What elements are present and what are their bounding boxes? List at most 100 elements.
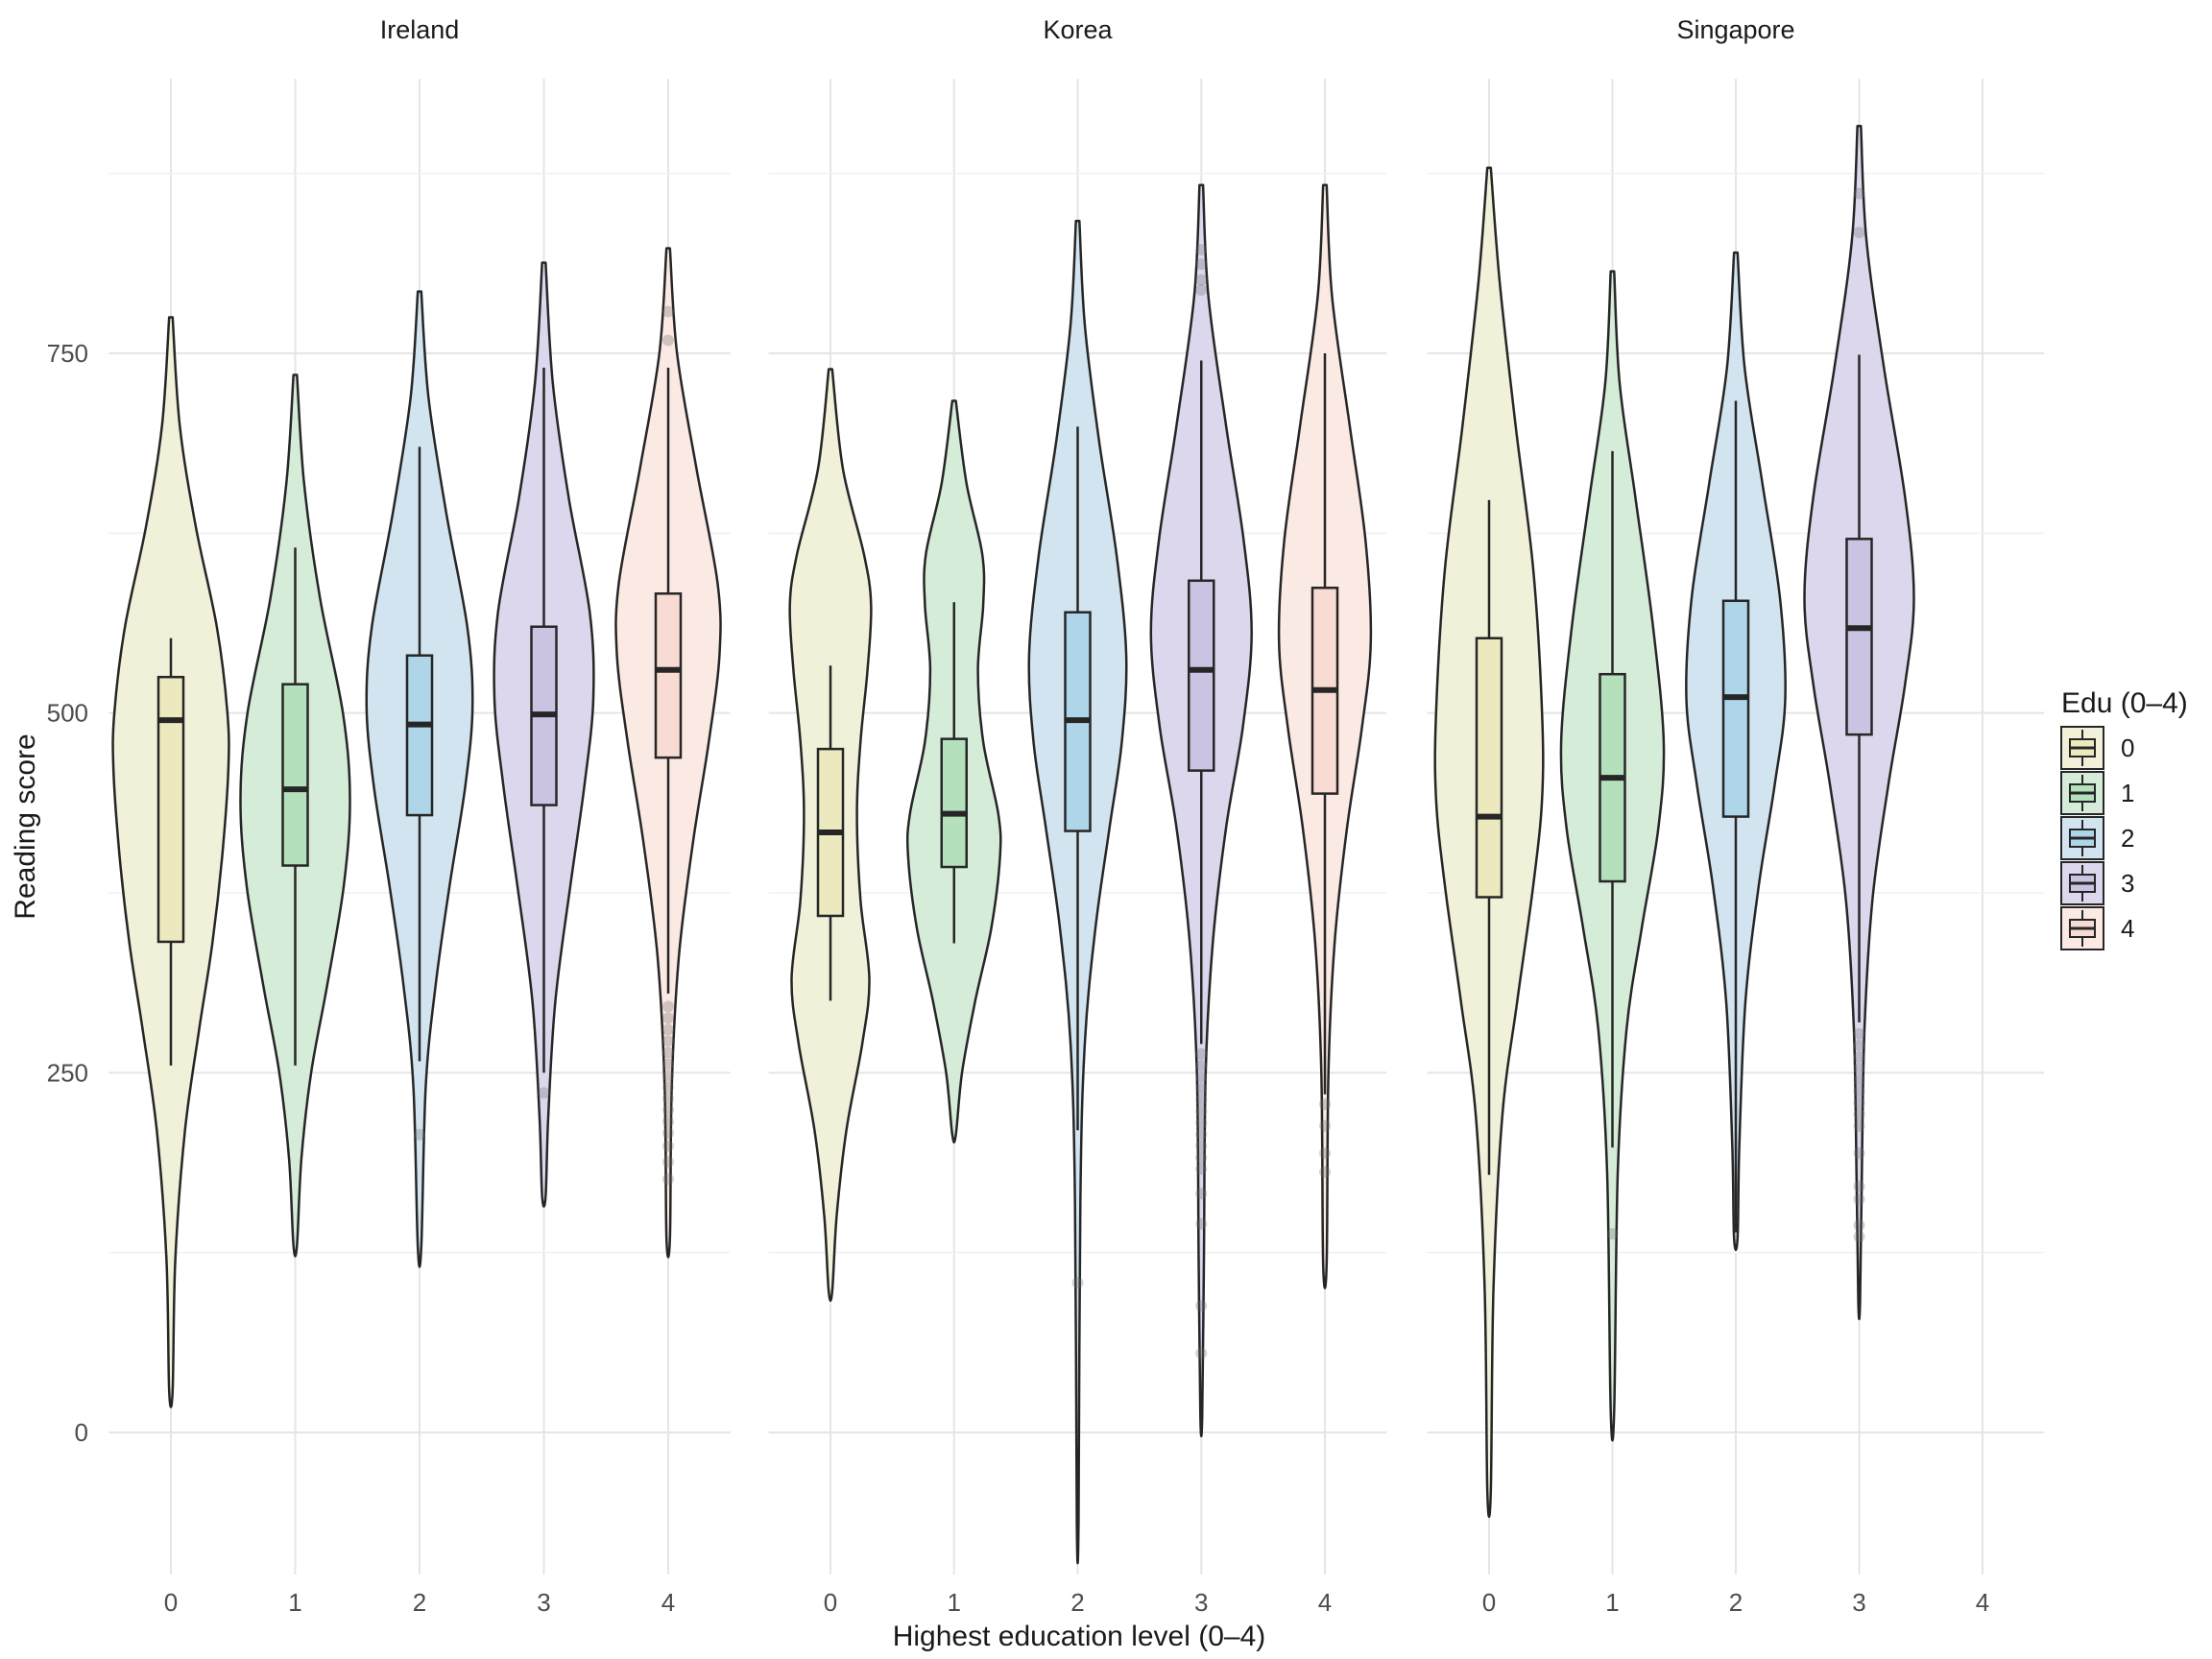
outlier-point — [1853, 1073, 1865, 1086]
outlier-point — [1853, 1219, 1865, 1232]
outlier-point — [1195, 1128, 1208, 1141]
outlier-point — [414, 1128, 425, 1141]
outlier-point — [1853, 1062, 1865, 1074]
outlier-point — [1853, 1231, 1865, 1243]
x-tick-label: 2 — [1070, 1588, 1084, 1617]
outlier-point — [1195, 1117, 1208, 1129]
outlier-point — [1195, 244, 1208, 256]
outlier-point — [662, 1023, 674, 1036]
x-tick-label: 0 — [1482, 1588, 1496, 1617]
outlier-point — [662, 1156, 674, 1168]
y-tick-label: 750 — [47, 339, 88, 368]
outlier-point — [1319, 1166, 1331, 1178]
outlier-point — [1319, 1098, 1331, 1111]
x-tick-label: 1 — [288, 1588, 301, 1617]
box — [940, 737, 968, 869]
outlier-point — [662, 1116, 674, 1128]
outlier-point — [1195, 1105, 1208, 1118]
y-tick-label: 0 — [75, 1418, 88, 1447]
legend-label: 3 — [2121, 869, 2134, 898]
box — [1188, 579, 1215, 772]
x-tick-label: 3 — [537, 1588, 550, 1617]
outlier-point — [1853, 1119, 1865, 1132]
outlier-point — [662, 1173, 674, 1186]
outlier-point — [662, 1058, 674, 1070]
outlier-point — [662, 1081, 674, 1094]
outlier-point — [1853, 227, 1865, 239]
outlier-point — [1195, 258, 1208, 271]
outlier-point — [662, 1000, 674, 1013]
outlier-point — [1853, 1180, 1865, 1192]
outlier-point — [1195, 1047, 1208, 1060]
outlier-point — [1195, 1082, 1208, 1094]
box — [405, 654, 434, 817]
x-tick-label: 0 — [164, 1588, 178, 1617]
outlier-point — [1853, 1096, 1865, 1109]
legend-label: 2 — [2121, 824, 2134, 853]
outlier-point — [1319, 1119, 1331, 1132]
facet-title: Korea — [1043, 15, 1113, 44]
y-tick-label: 250 — [47, 1058, 88, 1087]
outlier-point — [662, 1127, 674, 1140]
outlier-point — [1195, 1151, 1208, 1164]
outlier-point — [1195, 1163, 1208, 1175]
outlier-point — [1853, 1147, 1865, 1160]
outlier-point — [662, 1035, 674, 1047]
outlier-point — [1195, 1140, 1208, 1152]
outlier-point — [538, 1087, 550, 1099]
outlier-point — [1195, 284, 1208, 297]
x-tick-label: 4 — [1976, 1588, 1989, 1617]
x-tick-label: 3 — [1194, 1588, 1208, 1617]
outlier-point — [1853, 1108, 1865, 1120]
legend-label: 4 — [2121, 914, 2134, 943]
outlier-point — [1195, 1347, 1208, 1359]
outlier-point — [662, 1093, 674, 1105]
box — [156, 675, 185, 944]
legend-title: Edu (0–4) — [2061, 687, 2188, 719]
x-axis-title: Highest education level (0–4) — [893, 1621, 1266, 1652]
x-tick-label: 4 — [661, 1588, 675, 1617]
x-tick-label: 2 — [413, 1588, 426, 1617]
y-axis-title: Reading score — [10, 733, 41, 919]
outlier-point — [1319, 1147, 1331, 1160]
outlier-point — [662, 1070, 674, 1082]
facet-title: Singapore — [1676, 15, 1794, 44]
outlier-point — [1853, 1027, 1865, 1040]
x-tick-label: 1 — [1605, 1588, 1619, 1617]
x-tick-label: 4 — [1318, 1588, 1332, 1617]
outlier-point — [1195, 1059, 1208, 1071]
outlier-point — [662, 334, 674, 347]
outlier-point — [1853, 1085, 1865, 1097]
outlier-point — [662, 1012, 674, 1024]
outlier-point — [662, 1140, 674, 1152]
outlier-point — [662, 1104, 674, 1117]
x-tick-label: 2 — [1729, 1588, 1743, 1617]
box — [1721, 599, 1750, 818]
outlier-point — [1195, 1070, 1208, 1083]
outlier-point — [1195, 1300, 1208, 1312]
box — [1845, 538, 1873, 736]
y-tick-label: 500 — [47, 699, 88, 728]
outlier-point — [1853, 1193, 1865, 1206]
outlier-point — [1606, 1228, 1619, 1240]
legend-label: 0 — [2121, 733, 2134, 762]
outlier-point — [1195, 1188, 1208, 1200]
outlier-point — [1853, 187, 1865, 200]
box — [1475, 637, 1503, 899]
outlier-point — [662, 1046, 674, 1059]
x-tick-label: 1 — [948, 1588, 961, 1617]
outlier-point — [1195, 1217, 1208, 1230]
outlier-point — [1195, 274, 1208, 286]
x-tick-label: 0 — [824, 1588, 837, 1617]
outlier-point — [1853, 1039, 1865, 1051]
outlier-point — [1071, 1277, 1084, 1289]
facet-title: Ireland — [380, 15, 460, 44]
x-tick-label: 3 — [1852, 1588, 1865, 1617]
box — [654, 592, 683, 759]
outlier-point — [1853, 1050, 1865, 1063]
outlier-point — [662, 305, 674, 318]
legend-label: 1 — [2121, 779, 2134, 807]
outlier-point — [1195, 1094, 1208, 1106]
